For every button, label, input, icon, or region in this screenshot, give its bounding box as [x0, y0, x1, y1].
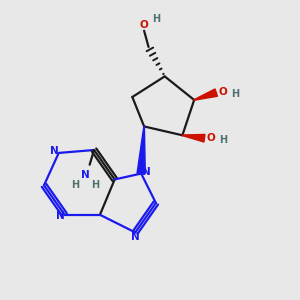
Polygon shape: [194, 89, 217, 100]
Polygon shape: [137, 126, 145, 174]
Text: H: H: [220, 135, 228, 145]
Text: N: N: [81, 170, 90, 180]
Text: N: N: [50, 146, 59, 157]
Text: N: N: [56, 211, 64, 221]
Text: N: N: [131, 232, 140, 242]
Text: H: H: [71, 180, 79, 190]
Text: N: N: [142, 167, 151, 177]
Text: H: H: [231, 89, 239, 99]
Text: O: O: [218, 87, 227, 97]
Text: H: H: [92, 180, 100, 190]
Text: O: O: [140, 20, 148, 30]
Text: O: O: [207, 133, 215, 142]
Text: H: H: [152, 14, 160, 24]
Polygon shape: [182, 134, 205, 142]
